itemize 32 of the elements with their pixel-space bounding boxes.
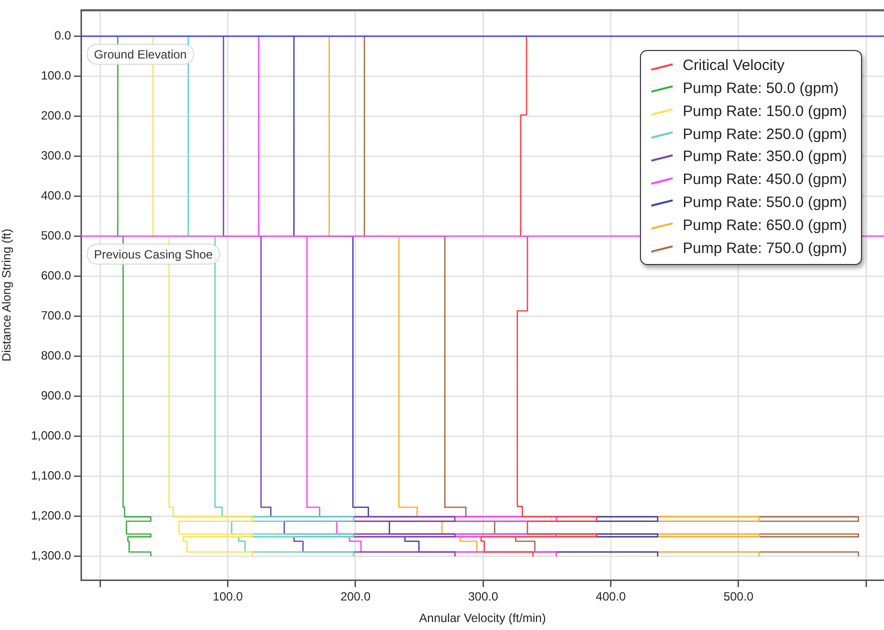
x-axis-title: Annular Velocity (ft/min) [419, 611, 546, 626]
x-tick-label: 400.0 [596, 590, 626, 604]
legend-label: Pump Rate: 650.0 (gpm) [682, 216, 847, 236]
y-tick-label: 0.0 [54, 28, 72, 43]
legend-label: Pump Rate: 450.0 (gpm) [682, 170, 847, 190]
y-tick-label: 800.0 [40, 348, 72, 362]
y-tick-label: 1,300.0 [30, 548, 72, 562]
y-tick-label: 1,000.0 [30, 428, 72, 442]
y-tick-label: 200.0 [40, 108, 72, 122]
legend-label: Pump Rate: 50.0 (gpm) [682, 78, 839, 99]
y-axis-title: Distance Along String (ft) [0, 228, 14, 362]
ref-line-label: Ground Elevation [94, 48, 187, 62]
y-tick-label: 1,200.0 [30, 508, 72, 522]
x-tick-label: 300.0 [468, 590, 498, 604]
y-tick-label: 100.0 [40, 68, 72, 82]
ref-line-label: Previous Casing Shoe [94, 247, 214, 262]
x-tick-label: 100.0 [212, 590, 244, 604]
y-tick-label: 700.0 [40, 308, 72, 322]
legend-label: Critical Velocity [682, 56, 784, 76]
y-tick-label: 500.0 [40, 228, 72, 242]
legend-label: Pump Rate: 150.0 (gpm) [682, 102, 847, 122]
y-tick-label: 900.0 [40, 388, 72, 402]
y-tick-label: 600.0 [40, 268, 72, 282]
legend-label: Pump Rate: 250.0 (gpm) [682, 124, 847, 145]
x-tick-label: 200.0 [340, 590, 371, 604]
y-tick-label: 1,100.0 [30, 468, 72, 482]
legend-label: Pump Rate: 750.0 (gpm) [682, 238, 847, 259]
y-tick-label: 300.0 [40, 148, 72, 162]
y-tick-label: 400.0 [40, 188, 72, 202]
legend-label: Pump Rate: 550.0 (gpm) [682, 192, 847, 213]
legend-label: Pump Rate: 350.0 (gpm) [682, 147, 847, 168]
x-tick-label: 500.0 [723, 590, 754, 604]
